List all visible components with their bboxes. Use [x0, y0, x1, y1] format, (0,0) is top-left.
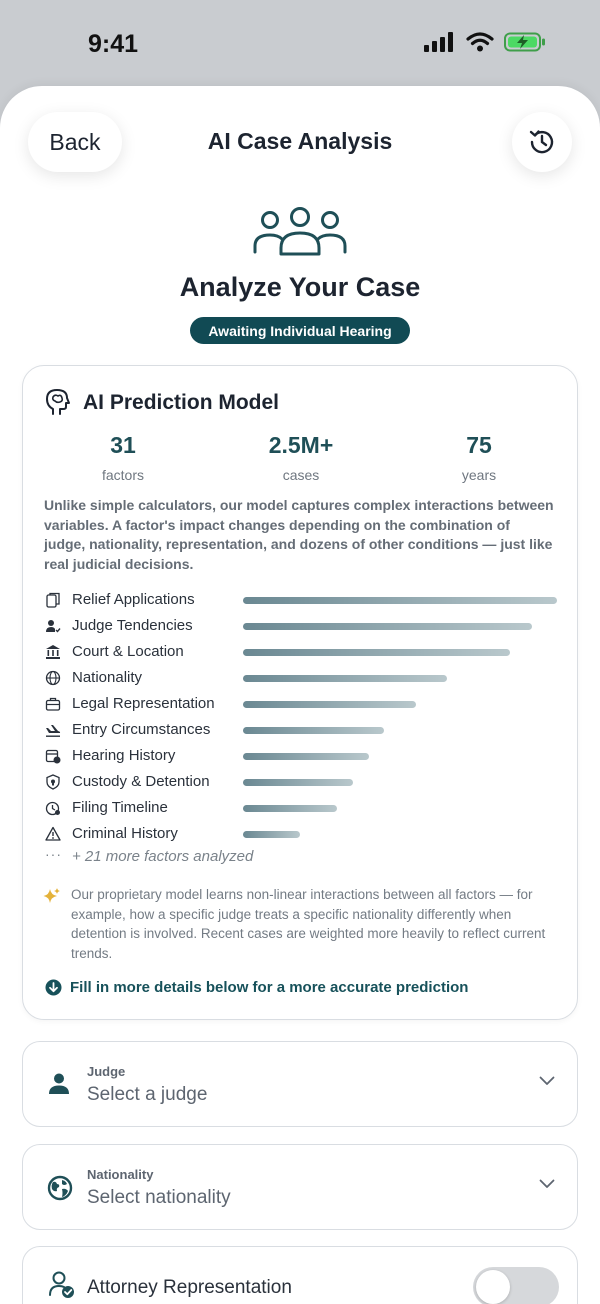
plane-landing-icon — [46, 725, 61, 737]
factor-label: Judge Tendencies — [72, 617, 193, 634]
judge-select-value: Select a judge — [87, 1084, 208, 1105]
signal-icon — [424, 32, 453, 52]
factor-row: Judge Tendencies — [45, 614, 565, 640]
stat-value: 2.5M+ — [268, 432, 334, 458]
nationality-select-label: Nationality — [87, 1167, 154, 1182]
factor-row: Hearing History — [45, 744, 565, 770]
chevron-down-icon — [539, 1179, 555, 1188]
factor-label: Criminal History — [72, 825, 178, 842]
factor-row: Filing Timeline — [45, 796, 565, 822]
status-icons — [424, 32, 546, 52]
history-clock-icon — [529, 130, 554, 154]
hero-title: Analyze Your Case — [179, 272, 421, 302]
analysis-sheet: Back AI Case Analysis Analyze Your Case … — [0, 86, 600, 1304]
judge-select-label: Judge — [87, 1064, 126, 1079]
sparkles-icon — [43, 888, 60, 903]
stat-value: 31 — [110, 432, 136, 458]
people-group-icon — [253, 207, 347, 256]
person-check-icon — [46, 620, 61, 633]
brain-head-icon — [46, 389, 70, 415]
factor-row: Custody & Detention — [45, 770, 565, 796]
insight-text: Our proprietary model learns non-linear … — [71, 887, 546, 961]
globe-icon — [45, 670, 61, 686]
factor-label: Hearing History — [72, 747, 176, 764]
nationality-select[interactable]: Nationality Select nationality — [22, 1144, 578, 1230]
factor-weight-bar — [243, 805, 337, 812]
more-details-link[interactable]: Fill in more details below for a more ac… — [45, 979, 468, 996]
page-title: AI Case Analysis — [207, 128, 393, 154]
toggle-knob — [476, 1270, 510, 1304]
factor-weight-bar — [243, 701, 416, 708]
stat-value: 75 — [466, 432, 492, 458]
factor-label: Custody & Detention — [72, 773, 210, 790]
stat-years: 75 years — [404, 432, 554, 483]
stat-label: factors — [101, 467, 144, 483]
timer-icon — [45, 801, 60, 816]
document-copy-icon — [46, 592, 60, 608]
more-factors-text: + 21 more factors analyzed — [72, 848, 254, 865]
stat-label: years — [461, 467, 497, 483]
warning-triangle-icon — [45, 826, 61, 841]
factor-label: Relief Applications — [72, 591, 195, 608]
back-button[interactable]: Back — [28, 112, 122, 172]
attorney-representation-row: Attorney Representation — [22, 1246, 578, 1304]
factor-weight-bar — [243, 831, 300, 838]
factor-row: Criminal History — [45, 822, 565, 848]
stat-factors: 31 factors — [48, 432, 198, 483]
courthouse-icon — [46, 645, 60, 659]
prediction-model-card: AI Prediction Model 31 factors 2.5M+ cas… — [22, 365, 578, 1020]
status-badge: Awaiting Individual Hearing — [190, 317, 410, 344]
judge-select[interactable]: Judge Select a judge — [22, 1041, 578, 1127]
factor-weight-bar — [243, 597, 557, 604]
status-time: 9:41 — [88, 30, 139, 58]
battery-charging-icon — [504, 32, 545, 52]
arrow-down-circle-icon — [45, 979, 62, 996]
attorney-representation-label: Attorney Representation — [87, 1277, 292, 1298]
factor-label: Entry Circumstances — [72, 721, 211, 738]
globe-filled-icon — [47, 1175, 73, 1201]
factor-row: Relief Applications — [45, 588, 565, 614]
calendar-clock-icon — [45, 749, 61, 764]
factor-weight-bar — [243, 675, 447, 682]
more-details-text: Fill in more details below for a more ac… — [70, 979, 469, 996]
factor-list: Relief Applications Judge Tendencies — [45, 588, 565, 848]
shield-icon — [46, 774, 60, 790]
factor-row: Entry Circumstances — [45, 718, 565, 744]
factor-label: Filing Timeline — [72, 799, 168, 816]
factor-weight-bar — [243, 779, 353, 786]
factor-weight-bar — [243, 727, 384, 734]
factor-weight-bar — [243, 649, 510, 656]
wifi-icon — [466, 32, 494, 52]
person-verified-icon — [49, 1271, 74, 1298]
status-bar: 9:41 — [0, 0, 600, 86]
chevron-down-icon — [539, 1076, 555, 1085]
factor-row: Legal Representation — [45, 692, 565, 718]
model-title: AI Prediction Model — [83, 391, 280, 414]
person-icon — [49, 1073, 69, 1094]
stat-label: cases — [282, 467, 320, 483]
factor-weight-bar — [243, 753, 369, 760]
nationality-select-value: Select nationality — [87, 1187, 231, 1208]
factor-label: Legal Representation — [72, 695, 215, 712]
factor-row: Court & Location — [45, 640, 565, 666]
stat-cases: 2.5M+ cases — [226, 432, 376, 483]
factor-weight-bar — [243, 623, 532, 630]
briefcase-icon — [45, 697, 61, 711]
history-button[interactable] — [512, 112, 572, 172]
factor-label: Court & Location — [72, 643, 184, 660]
factor-label: Nationality — [72, 669, 143, 686]
model-description: Unlike simple calculators, our model cap… — [44, 497, 554, 572]
factor-row: Nationality — [45, 666, 565, 692]
attorney-representation-toggle[interactable] — [473, 1267, 559, 1304]
ellipsis-icon: ··· — [45, 846, 62, 862]
